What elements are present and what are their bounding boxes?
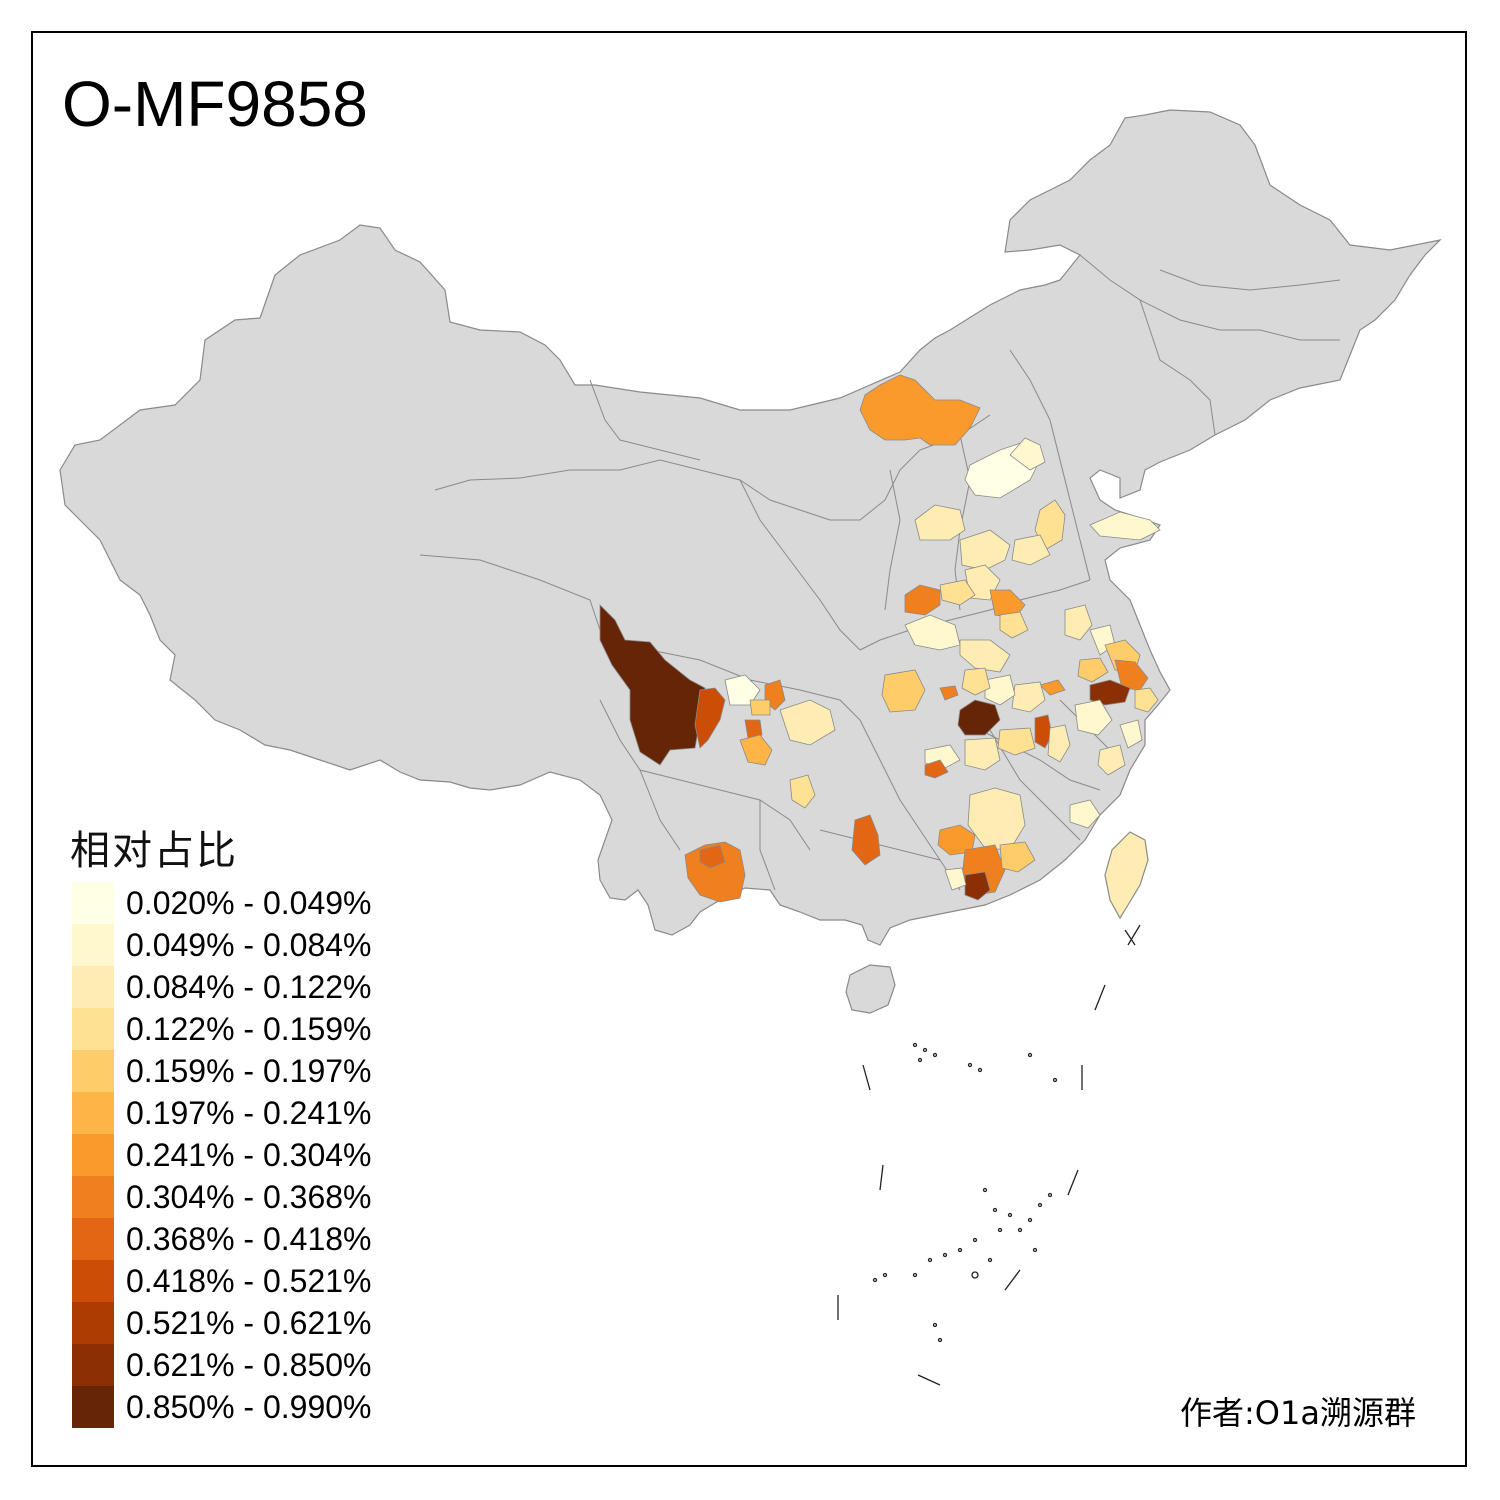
- legend-item: 0.368% - 0.418%: [72, 1218, 412, 1260]
- legend-swatch: [72, 1386, 114, 1428]
- legend-label: 0.621% - 0.850%: [126, 1347, 372, 1383]
- region-jiangxi: [967, 787, 1026, 851]
- legend-swatch: [72, 1302, 114, 1344]
- region-hubei-b: [984, 674, 1016, 706]
- legend-item: 0.850% - 0.990%: [72, 1386, 412, 1428]
- legend-swatch: [72, 882, 114, 924]
- region-shandong-east: [1089, 511, 1161, 541]
- region-hebei-b: [959, 529, 1011, 571]
- legend-item: 0.159% - 0.197%: [72, 1050, 412, 1092]
- region-shanxi: [914, 504, 966, 541]
- south-china-sea-islands: [837, 924, 1141, 1386]
- region-guangdong-c: [964, 871, 991, 901]
- region-hubei-d: [957, 699, 1001, 736]
- region-henan-d: [989, 589, 1026, 619]
- legend-item: 0.304% - 0.368%: [72, 1176, 412, 1218]
- legend-title: 相对占比: [70, 828, 238, 874]
- legend-swatch: [72, 1344, 114, 1386]
- map-title: O-MF9858: [62, 68, 368, 140]
- region-guangdong-d: [944, 867, 967, 891]
- region-shanghai: [1089, 679, 1131, 706]
- region-sichuan-d: [744, 719, 763, 739]
- legend-item: 0.084% - 0.122%: [72, 966, 412, 1008]
- author-credit: 作者:O1a溯源群: [1180, 1394, 1416, 1432]
- legend-label: 0.241% - 0.304%: [126, 1137, 372, 1173]
- legend-swatch: [72, 1050, 114, 1092]
- region-sichuan-a: [724, 674, 761, 706]
- legend-item: 0.521% - 0.621%: [72, 1302, 412, 1344]
- region-zhejiang-c: [1119, 719, 1143, 749]
- region-jiangsu-b: [1114, 659, 1149, 691]
- legend-label: 0.418% - 0.521%: [126, 1263, 372, 1299]
- region-hunan-a: [924, 759, 949, 779]
- china-mainland: [59, 109, 1442, 946]
- legend-swatch: [72, 924, 114, 966]
- region-inner-mongolia: [859, 374, 981, 446]
- region-anhui-c: [1039, 679, 1066, 696]
- region-sichuan-f: [779, 699, 836, 746]
- region-hubei-j: [939, 685, 959, 701]
- region-henan-b: [904, 584, 941, 616]
- region-jiangsu-c: [1077, 657, 1109, 683]
- region-hebei-a: [1009, 437, 1046, 471]
- legend-item: 0.621% - 0.850%: [72, 1344, 412, 1386]
- region-anhui-a: [1064, 604, 1093, 641]
- region-hebei-d: [1011, 534, 1051, 566]
- legend-label: 0.304% - 0.368%: [126, 1179, 372, 1215]
- legend-swatch: [72, 1008, 114, 1050]
- region-guangdong-b: [999, 841, 1036, 873]
- region-hubei-e: [1034, 714, 1053, 749]
- legend-label: 0.368% - 0.418%: [126, 1221, 372, 1257]
- legend-item: 0.122% - 0.159%: [72, 1008, 412, 1050]
- legend-item: 0.241% - 0.304%: [72, 1134, 412, 1176]
- legend-swatch: [72, 1092, 114, 1134]
- legend-item: 0.197% - 0.241%: [72, 1092, 412, 1134]
- legend-label: 0.159% - 0.197%: [126, 1053, 372, 1089]
- region-zhejiang-a: [1134, 687, 1159, 713]
- legend-label: 0.521% - 0.621%: [126, 1305, 372, 1341]
- legend-item: 0.418% - 0.521%: [72, 1260, 412, 1302]
- data-regions: [599, 374, 1161, 903]
- region-fujian: [1069, 799, 1101, 829]
- legend-swatch: [72, 1218, 114, 1260]
- hainan-island: [845, 964, 896, 1014]
- legend-swatch: [72, 1176, 114, 1218]
- region-sichuan-e: [739, 734, 773, 766]
- region-hubei-g: [997, 727, 1036, 756]
- region-hubei-f: [1047, 724, 1071, 763]
- legend-label: 0.049% - 0.084%: [126, 927, 372, 963]
- legend-label: 0.197% - 0.241%: [126, 1095, 372, 1131]
- legend-label: 0.084% - 0.122%: [126, 969, 372, 1005]
- map-frame: [31, 31, 1467, 1467]
- region-sichuan-c: [749, 699, 771, 716]
- region-shaanxi-b: [881, 669, 926, 713]
- legend-item: 0.049% - 0.084%: [72, 924, 412, 966]
- region-hubei-h: [964, 737, 1001, 771]
- legend-swatch: [72, 1260, 114, 1302]
- region-xizang-east: [599, 604, 706, 766]
- region-guizhou: [851, 814, 881, 866]
- legend-swatch: [72, 1134, 114, 1176]
- legend-swatch: [72, 966, 114, 1008]
- region-henan-c: [939, 579, 976, 606]
- region-zhejiang-d: [1097, 744, 1126, 776]
- region-hubei-c: [961, 667, 991, 696]
- region-sichuan-west: [694, 687, 726, 749]
- region-zhejiang-b: [1074, 699, 1113, 736]
- region-yunnan-b: [699, 844, 726, 869]
- legend-label: 0.122% - 0.159%: [126, 1011, 372, 1047]
- legend-label: 0.850% - 0.990%: [126, 1389, 372, 1425]
- legend-item: 0.020% - 0.049%: [72, 882, 412, 924]
- region-hebei-c: [1034, 499, 1066, 551]
- region-hubei-a: [1011, 681, 1046, 713]
- region-henan-e: [999, 611, 1029, 639]
- legend-label: 0.020% - 0.049%: [126, 885, 372, 921]
- taiwan-island: [1104, 831, 1149, 920]
- region-chongqing: [789, 774, 816, 809]
- region-henan-f: [959, 639, 1011, 673]
